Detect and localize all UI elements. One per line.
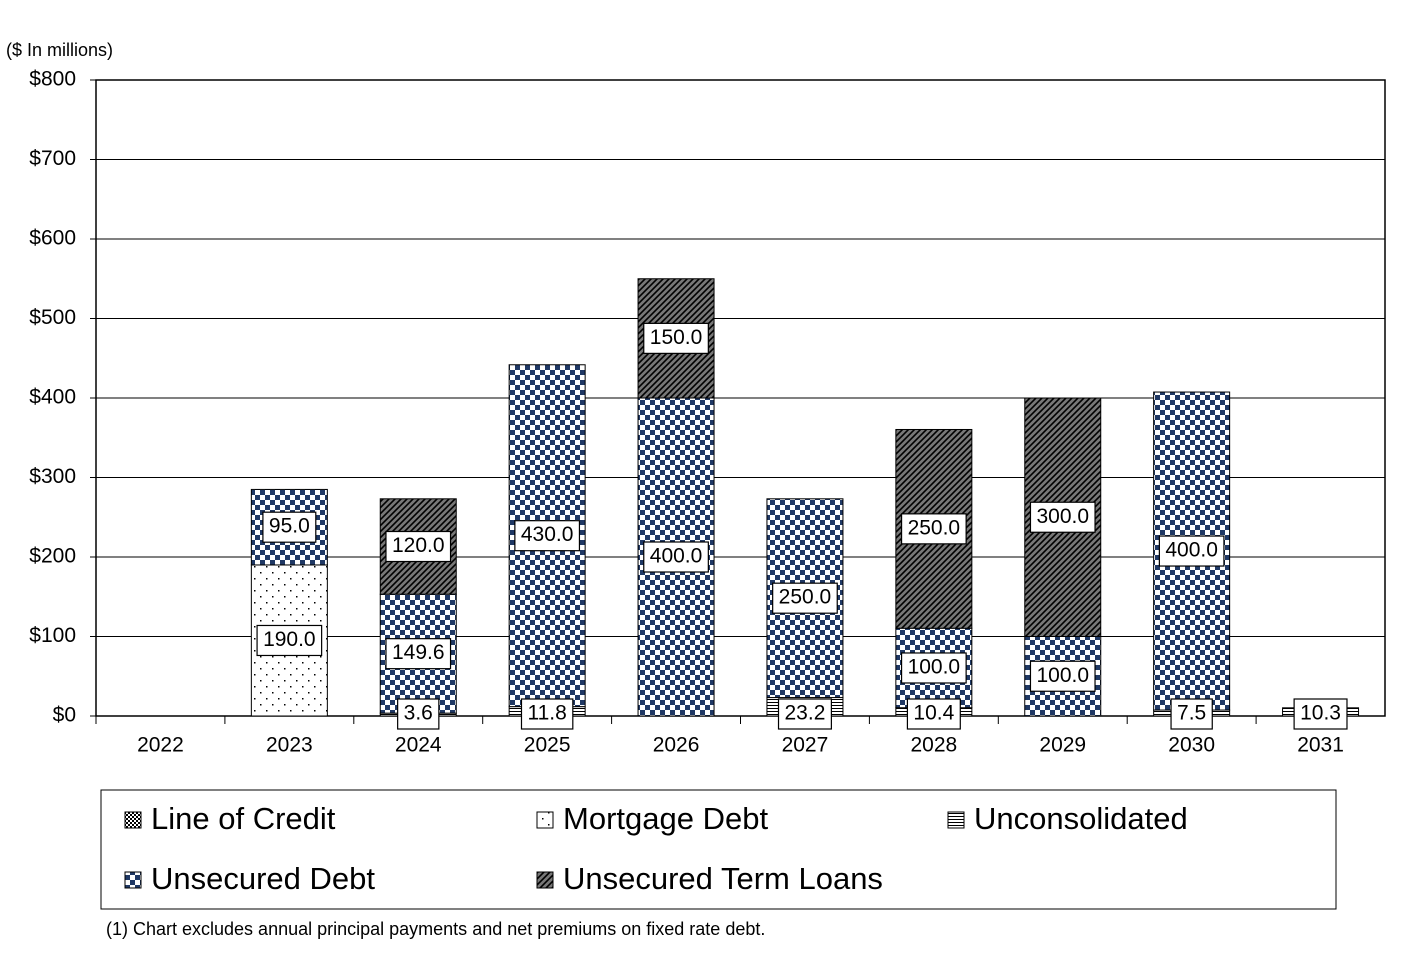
data-label-box — [1029, 660, 1096, 692]
data-label-box — [1158, 535, 1225, 567]
data-label: 300.0 — [1036, 505, 1089, 528]
data-label-box — [1029, 501, 1096, 533]
data-label-box — [772, 582, 838, 614]
x-tick-label: 2030 — [1168, 734, 1215, 757]
data-label-box — [906, 698, 961, 730]
data-label: 11.8 — [527, 702, 566, 725]
data-label: 95.0 — [269, 515, 310, 538]
legend-label: Line of Credit — [151, 801, 336, 836]
x-tick-label: 2022 — [137, 734, 184, 757]
data-label: 400.0 — [1165, 539, 1218, 562]
x-tick-label: 2024 — [395, 734, 442, 757]
y-tick-label: $0 — [53, 704, 76, 727]
data-label: 190.0 — [263, 628, 316, 651]
data-label-box — [643, 322, 709, 354]
x-tick-label: 2031 — [1297, 734, 1344, 757]
data-label-box — [397, 698, 440, 730]
data-label: 100.0 — [908, 656, 961, 679]
data-label: 149.6 — [392, 641, 445, 664]
data-label-box — [520, 698, 574, 730]
data-label: 10.3 — [1300, 702, 1341, 725]
data-label: 430.0 — [521, 523, 574, 546]
data-label: 250.0 — [779, 586, 832, 609]
data-label-box — [777, 698, 832, 730]
legend-label: Mortgage Debt — [563, 801, 768, 836]
legend-swatch — [536, 811, 554, 829]
y-tick-label: $800 — [29, 68, 76, 91]
data-label: 100.0 — [1036, 664, 1089, 687]
y-tick-label: $200 — [29, 545, 76, 568]
data-label: 23.2 — [785, 702, 826, 725]
x-tick-label: 2025 — [524, 734, 571, 757]
data-label: 3.6 — [404, 702, 433, 725]
data-label-box — [256, 624, 323, 657]
legend-swatch — [536, 871, 554, 889]
data-label: 250.0 — [908, 516, 961, 539]
data-label-box — [900, 513, 967, 545]
data-label-box — [385, 638, 452, 670]
data-label-box — [900, 652, 967, 684]
legend-label: Unsecured Debt — [151, 861, 375, 896]
y-tick-label: $100 — [29, 624, 76, 647]
y-tick-label: $600 — [29, 227, 76, 250]
data-label: 120.0 — [392, 534, 445, 557]
data-label-box — [514, 520, 581, 552]
data-label-box — [1293, 698, 1348, 730]
x-tick-label: 2023 — [266, 734, 313, 757]
y-tick-label: $400 — [29, 386, 76, 409]
x-tick-label: 2028 — [910, 734, 957, 757]
y-tick-label: $300 — [29, 465, 76, 488]
axis-title: ($ In millions) — [6, 40, 113, 60]
data-label-box — [385, 530, 452, 563]
y-tick-label: $700 — [29, 147, 76, 170]
legend-label: Unconsolidated — [974, 801, 1188, 836]
data-label: 150.0 — [650, 326, 703, 349]
data-label-box — [643, 541, 709, 573]
x-tick-label: 2029 — [1039, 734, 1086, 757]
legend-swatch — [947, 811, 965, 829]
legend-label: Unsecured Term Loans — [563, 861, 883, 896]
legend-swatch — [124, 811, 142, 829]
data-label-box — [262, 511, 317, 543]
footnote: (1) Chart excludes annual principal paym… — [106, 919, 765, 939]
data-label: 400.0 — [650, 545, 703, 568]
data-label-box — [1170, 698, 1213, 730]
x-tick-label: 2027 — [782, 734, 829, 757]
data-label: 7.5 — [1177, 702, 1206, 725]
data-label: 10.4 — [913, 702, 954, 725]
legend-box — [100, 789, 1337, 910]
x-tick-label: 2026 — [653, 734, 700, 757]
legend-swatch — [124, 871, 142, 889]
y-tick-label: $500 — [29, 306, 76, 329]
